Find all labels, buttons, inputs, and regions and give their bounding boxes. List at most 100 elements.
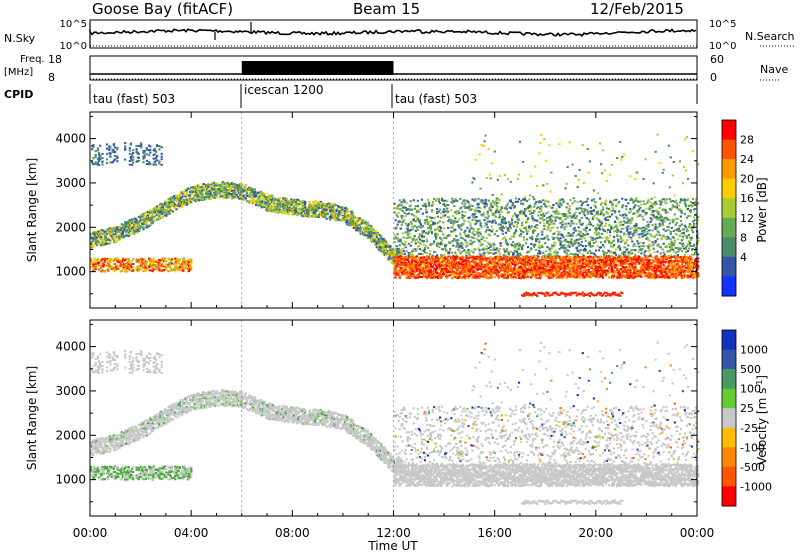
data-cell — [223, 190, 226, 193]
data-cell — [398, 199, 401, 202]
data-cell — [275, 208, 278, 211]
data-cell — [470, 249, 473, 252]
data-cell — [201, 183, 204, 186]
data-cell — [275, 206, 278, 209]
data-cell — [101, 160, 104, 163]
data-cell — [94, 155, 97, 158]
data-cell — [158, 162, 161, 165]
data-cell — [109, 241, 112, 244]
data-cell — [157, 209, 160, 212]
data-cell — [149, 262, 152, 265]
data-cell — [284, 197, 287, 200]
data-cell — [158, 207, 161, 210]
data-cell — [302, 214, 305, 217]
data-cell — [183, 203, 186, 206]
data-cell — [140, 146, 143, 149]
data-cell — [149, 264, 152, 267]
power-heatmap — [90, 112, 700, 308]
data-cell — [310, 215, 313, 218]
data-cell — [275, 209, 278, 212]
data-cell — [311, 211, 315, 213]
data-cell — [252, 198, 255, 201]
data-cell — [308, 205, 311, 208]
data-cell — [120, 259, 123, 262]
data-cell — [482, 213, 485, 216]
data-cell — [394, 236, 397, 238]
data-cell — [125, 269, 128, 271]
data-cell — [98, 268, 101, 271]
data-cell — [477, 197, 480, 200]
data-cell — [214, 197, 217, 199]
data-cell — [487, 208, 490, 211]
data-cell — [129, 221, 132, 223]
data-cell — [499, 242, 502, 245]
data-cell — [250, 200, 253, 203]
data-cell — [321, 206, 324, 209]
data-cell — [121, 231, 125, 234]
data-cell — [202, 183, 205, 185]
data-cell — [469, 260, 472, 263]
data-cell — [466, 244, 469, 247]
data-cell — [308, 211, 311, 214]
data-cell — [494, 221, 497, 224]
data-cell — [273, 208, 276, 211]
data-cell — [436, 208, 439, 211]
data-cell — [467, 277, 470, 279]
data-cell — [429, 227, 433, 230]
data-cell — [108, 264, 111, 267]
data-cell — [399, 274, 402, 277]
data-cell — [471, 241, 474, 244]
data-cell — [409, 236, 412, 239]
data-cell — [288, 202, 291, 205]
data-cell — [496, 178, 499, 181]
data-cell — [413, 224, 416, 227]
data-cell — [195, 199, 198, 202]
data-cell — [364, 220, 367, 223]
data-cell — [98, 152, 101, 155]
data-cell — [126, 261, 129, 264]
data-cell — [100, 259, 103, 262]
data-cell — [112, 144, 115, 147]
data-cell — [215, 183, 218, 186]
data-cell — [181, 269, 184, 272]
data-cell — [360, 230, 364, 232]
data-cell — [135, 228, 138, 231]
data-cell — [231, 197, 234, 200]
data-cell — [402, 250, 405, 253]
data-cell — [124, 229, 127, 232]
data-cell — [500, 211, 503, 213]
data-cell — [422, 249, 425, 252]
data-cell — [165, 268, 168, 270]
data-cell — [100, 244, 103, 246]
data-cell — [290, 203, 293, 206]
data-cell — [94, 267, 97, 270]
data-cell — [144, 226, 147, 229]
data-cell — [398, 277, 401, 279]
data-cell — [284, 210, 287, 213]
data-cell — [169, 196, 172, 199]
data-cell — [414, 242, 417, 245]
data-cell — [510, 219, 514, 222]
data-cell — [424, 256, 428, 259]
data-cell — [449, 241, 452, 244]
data-cell — [500, 193, 503, 196]
data-cell — [210, 189, 213, 192]
data-cell — [120, 237, 123, 239]
data-cell — [304, 207, 307, 209]
data-cell — [461, 258, 464, 261]
data-cell — [460, 245, 463, 248]
data-cell — [93, 257, 96, 260]
data-cell — [421, 212, 424, 215]
data-cell — [417, 274, 420, 277]
data-cell — [415, 211, 418, 214]
data-cell — [412, 237, 415, 240]
data-cell — [148, 212, 151, 215]
data-cell — [380, 247, 383, 250]
data-cell — [119, 262, 122, 265]
data-cell — [359, 219, 362, 222]
data-cell — [358, 217, 361, 220]
data-cell — [119, 231, 122, 234]
data-cell — [112, 259, 115, 262]
data-cell — [247, 189, 250, 192]
data-cell — [498, 216, 501, 219]
